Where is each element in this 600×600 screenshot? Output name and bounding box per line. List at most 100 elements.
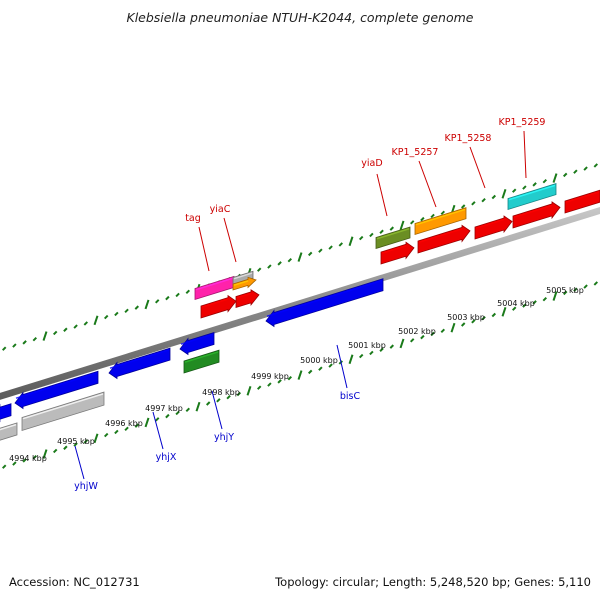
upper-track-minor-tick: [175, 292, 180, 298]
lower-track-major-tick: [399, 338, 405, 349]
upper-track-major-tick: [297, 252, 303, 262]
lower-track-minor-tick: [22, 458, 27, 463]
lower-track-major-tick: [246, 386, 252, 396]
lower-track-minor-tick: [542, 296, 548, 302]
lower-track-minor-tick: [165, 413, 170, 419]
reverse-leader-line: [211, 390, 223, 430]
upper-track-minor-tick: [307, 251, 313, 257]
upper-track-minor-tick: [338, 242, 344, 247]
lower-track-minor-tick: [236, 391, 242, 397]
lower-track-minor-tick: [358, 353, 364, 359]
lower-track-minor-tick: [185, 407, 191, 413]
lower-track-minor-tick: [307, 369, 313, 375]
upper-track-minor-tick: [32, 337, 38, 342]
upper-track-minor-tick: [154, 299, 160, 304]
reverse-leader-line: [336, 344, 348, 389]
gene-kp1-5259-cyan: [507, 183, 557, 211]
lower-track-minor-tick: [583, 284, 588, 289]
upper-track-minor-tick: [103, 314, 109, 320]
lower-track-minor-tick: [63, 445, 68, 450]
lower-track-minor-tick: [593, 281, 599, 286]
lower-track-minor-tick: [420, 334, 425, 340]
upper-track-minor-tick: [73, 324, 78, 329]
gene-label-reverse: bisC: [340, 391, 361, 402]
forward-leader-line: [223, 217, 237, 263]
scale-label: 4995 kbp: [57, 437, 95, 446]
upper-track-minor-tick: [267, 264, 272, 269]
gene-label-forward: yiaD: [361, 158, 382, 169]
upper-track-minor-tick: [22, 340, 27, 345]
lower-track-minor-tick: [409, 338, 415, 343]
gene-label-forward: yiaC: [210, 204, 231, 215]
scale-label: 4998 kbp: [202, 388, 240, 397]
gene-reverse-blue-2: [108, 347, 171, 380]
gene-forward-red-3: [474, 215, 513, 240]
upper-track-minor-tick: [124, 308, 129, 313]
lower-track-minor-tick: [12, 461, 17, 466]
lower-track-minor-tick: [430, 331, 435, 337]
upper-track-minor-tick: [318, 248, 323, 253]
lower-track-major-tick: [297, 370, 303, 380]
lower-track-major-tick: [552, 291, 558, 301]
lower-track-minor-tick: [216, 398, 221, 403]
genome-summary-text: Topology: circular; Length: 5,248,520 bp…: [275, 575, 591, 589]
upper-track-major-tick: [399, 220, 405, 231]
lower-track-minor-tick: [522, 303, 527, 308]
lower-track-minor-tick: [369, 350, 374, 356]
gene-label-forward: KP1_5257: [392, 147, 439, 158]
lower-track-minor-tick: [124, 426, 129, 431]
upper-track-minor-tick: [1, 346, 7, 351]
scale-label: 5005 kbp: [546, 286, 584, 295]
upper-track-minor-tick: [369, 232, 374, 238]
upper-track-major-tick: [93, 315, 99, 326]
scale-label: 5004 kbp: [497, 299, 535, 308]
upper-track-minor-tick: [542, 178, 548, 184]
gene-label-reverse: yhjW: [74, 481, 98, 492]
upper-track-minor-tick: [83, 321, 89, 326]
forward-leader-line: [523, 130, 527, 179]
upper-track-minor-tick: [430, 213, 435, 219]
lower-track-minor-tick: [328, 363, 333, 368]
lower-track-minor-tick: [154, 417, 160, 422]
lower-track-major-tick: [42, 449, 48, 459]
lower-track-major-tick: [501, 307, 507, 317]
genome-backbone: [0, 207, 600, 400]
gene-forward-red-5: [380, 241, 415, 265]
lower-track-minor-tick: [52, 448, 58, 454]
upper-track-minor-tick: [256, 267, 262, 272]
lower-track-major-tick: [450, 322, 456, 333]
lower-track-major-tick: [348, 354, 354, 365]
scale-label: 5002 kbp: [398, 327, 436, 336]
upper-track-major-tick: [144, 299, 150, 310]
lower-track-minor-tick: [440, 328, 446, 334]
gene-reverse-gray-2: [0, 422, 18, 441]
forward-leader-line: [418, 160, 437, 208]
upper-track-minor-tick: [165, 295, 170, 301]
upper-track-minor-tick: [389, 226, 395, 231]
forward-leader-line: [469, 146, 486, 189]
gene-reverse-blue-1: [179, 331, 215, 356]
upper-track-minor-tick: [114, 311, 119, 317]
gene-forward-red-1: [564, 189, 600, 214]
upper-track-minor-tick: [562, 172, 568, 178]
gene-reverse-blue-3: [0, 403, 12, 423]
lower-track-minor-tick: [460, 322, 466, 327]
lower-track-minor-tick: [32, 455, 38, 460]
gene-forward-red-6: [200, 294, 237, 319]
gene-label-reverse: yhjX: [156, 452, 177, 463]
lower-track-minor-tick: [114, 429, 119, 435]
lower-track-minor-tick: [134, 423, 140, 428]
lower-track-minor-tick: [277, 379, 282, 384]
lower-track-minor-tick: [532, 300, 537, 305]
scale-label: 4994 kbp: [9, 454, 47, 463]
upper-track-minor-tick: [12, 343, 17, 348]
gene-bisc-blue: [265, 278, 384, 328]
lower-track-minor-tick: [83, 439, 89, 444]
gene-forward-red-7: [235, 289, 260, 309]
lower-track-minor-tick: [389, 344, 395, 349]
lower-track-minor-tick: [471, 319, 476, 324]
lower-track-minor-tick: [267, 382, 272, 387]
upper-track-minor-tick: [511, 188, 517, 193]
upper-track-minor-tick: [52, 330, 58, 336]
upper-track-minor-tick: [481, 197, 486, 203]
